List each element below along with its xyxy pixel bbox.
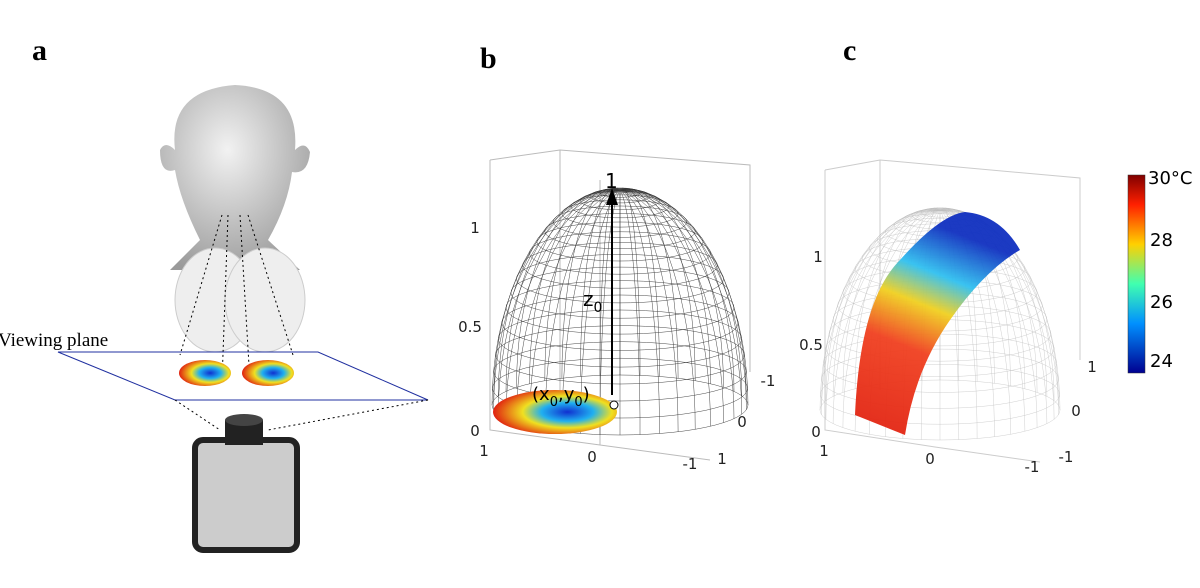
mesh-line — [619, 187, 641, 376]
tick-label: 0.5 — [799, 336, 823, 354]
tick-label: 0 — [925, 450, 935, 468]
tick-label: 0 — [470, 422, 480, 440]
dome-mesh — [491, 187, 749, 436]
head — [160, 85, 310, 383]
mesh-line — [821, 348, 1059, 409]
colorbar-tick: 28 — [1150, 230, 1173, 251]
tick-label: 1 — [479, 442, 489, 460]
heat-patch — [179, 360, 231, 386]
mesh-line — [619, 189, 747, 410]
mesh-line — [599, 187, 621, 376]
mesh-line — [522, 242, 718, 289]
mesh-line — [570, 194, 670, 219]
sub: 0 — [574, 395, 582, 410]
z-label: z0 — [583, 287, 602, 316]
colorbar-tick: 26 — [1150, 292, 1173, 313]
mesh-line — [493, 341, 747, 402]
tick-label: 0 — [1071, 402, 1081, 420]
tick-label: 0 — [737, 413, 747, 431]
apex-label: 1 — [605, 169, 618, 193]
panel-label: a — [32, 34, 47, 67]
mesh-line — [505, 189, 621, 392]
tick-label: 1 — [717, 450, 727, 468]
panel-label: b — [480, 42, 497, 75]
z: z — [583, 287, 594, 311]
mesh-line — [820, 364, 1060, 425]
colorbar-tick: 24 — [1150, 351, 1173, 372]
colorbar-tick: 30°C — [1148, 168, 1192, 189]
t: ,y — [558, 384, 575, 405]
tick-label: 1 — [1087, 358, 1097, 376]
tick-label: -1 — [683, 455, 698, 473]
arrow-head — [606, 188, 618, 205]
tick-label: -1 — [1059, 448, 1074, 466]
tick-label: 0.5 — [458, 318, 482, 336]
view-lines — [174, 399, 429, 431]
mesh-line — [492, 357, 748, 419]
sub: 0 — [594, 300, 603, 316]
mesh-line — [580, 191, 660, 211]
panel-label: c — [843, 34, 856, 67]
heat-patch — [242, 360, 294, 386]
mesh-line — [544, 213, 696, 249]
tick-label: -1 — [761, 372, 776, 390]
mesh-line — [516, 254, 724, 304]
mesh-line — [609, 188, 631, 194]
point-label: (x0,y0) — [532, 384, 590, 410]
mesh-line — [823, 333, 1057, 393]
mesh-line — [619, 188, 711, 384]
mesh-line — [495, 325, 745, 385]
point — [609, 400, 619, 410]
mesh-line — [819, 379, 1061, 441]
mesh-line — [529, 188, 621, 384]
mesh-line — [501, 294, 739, 351]
mesh-line — [529, 231, 711, 275]
axis-box — [489, 149, 751, 461]
mesh-line — [536, 221, 704, 262]
mesh-line — [832, 292, 1048, 347]
t: (x — [532, 384, 550, 405]
sub: 0 — [550, 395, 558, 410]
heat-band — [855, 212, 1020, 435]
mesh-line — [510, 266, 730, 319]
colorbar — [1127, 174, 1146, 374]
mesh-line — [552, 205, 688, 238]
tick-label: 1 — [470, 219, 480, 237]
mesh-line — [837, 279, 1043, 332]
camera — [192, 414, 300, 553]
mesh-line — [491, 374, 749, 436]
mesh-line — [921, 207, 959, 218]
mesh-line — [619, 189, 735, 392]
mesh-line — [825, 319, 1055, 377]
mesh-line — [619, 189, 724, 423]
mesh-line — [589, 188, 651, 204]
heat-patch — [493, 390, 617, 434]
tick-label: 1 — [819, 442, 829, 460]
tick-label: 0 — [811, 423, 821, 441]
t: ) — [583, 384, 590, 405]
viewing-plane-label: Viewing plane — [0, 330, 108, 351]
mesh-line — [505, 280, 735, 335]
tick-label: 0 — [587, 448, 597, 466]
mesh-line — [498, 309, 742, 368]
mesh-line — [828, 305, 1052, 362]
mesh-line — [561, 199, 679, 228]
tick-label: 1 — [813, 248, 823, 266]
tick-label: -1 — [1025, 458, 1040, 476]
